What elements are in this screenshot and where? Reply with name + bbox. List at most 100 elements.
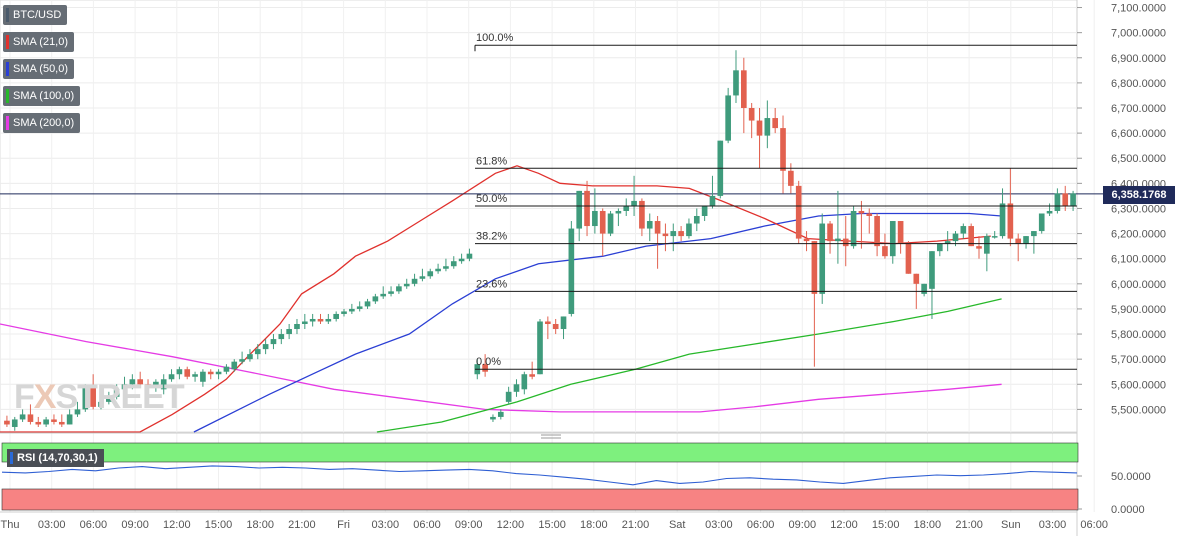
candle-body [960, 226, 967, 234]
candle-body [286, 329, 292, 335]
fib-level-label: 38.2% [476, 231, 507, 243]
candle-body [411, 278, 418, 284]
y-tick-label: 7,000.0000 [1111, 28, 1166, 40]
x-tick-label: 15:00 [872, 519, 900, 531]
rsi-oversold-zone [1, 488, 1079, 511]
fib-level-label: 61.8% [476, 155, 507, 167]
candle-body [639, 200, 645, 229]
candle-body [207, 371, 214, 375]
candle-body [780, 128, 786, 171]
legend-sma200-label: SMA (200,0) [13, 117, 75, 129]
y-tick-label: 6,200.0000 [1111, 229, 1166, 241]
candle-body [505, 391, 512, 402]
candle-body [654, 221, 661, 234]
candle-body [137, 379, 144, 385]
legend-sma200[interactable]: SMA (200,0) [3, 113, 81, 133]
x-tick-label: 15:00 [205, 519, 233, 531]
legend-sma50[interactable]: SMA (50,0) [3, 59, 75, 79]
y-tick-label: 6,800.0000 [1111, 78, 1166, 90]
candle-body [999, 203, 1006, 237]
candle-body [756, 120, 763, 136]
legend-sma21[interactable]: SMA (21,0) [3, 32, 75, 52]
candle-body [458, 258, 465, 262]
candlesticks [4, 50, 1076, 431]
candle-body [403, 283, 410, 287]
time-axis: Thu 03:00 06:00 09:00 12:00 15:00 18:00 21:00 Fr… [0, 511, 1108, 531]
candle-body [1007, 203, 1014, 239]
candle-body [1046, 210, 1053, 214]
y-tick-label: 5,900.0000 [1111, 304, 1166, 316]
rsi-legend[interactable]: RSI (14,70,30,1) [7, 449, 104, 467]
candle-body [1054, 193, 1061, 211]
rsi-line [1, 465, 1078, 486]
candle-body [223, 366, 230, 372]
candle-body [795, 185, 802, 239]
x-tick-label: 09:00 [789, 519, 817, 531]
candle-body [231, 361, 238, 370]
candle-body [835, 238, 841, 242]
candle-body [278, 334, 285, 340]
candle-body [701, 205, 708, 216]
candle-body [819, 223, 826, 294]
candle-body [27, 414, 34, 422]
candle-body [247, 354, 253, 360]
candle-body [90, 386, 96, 407]
y-tick-label: 6,100.0000 [1111, 254, 1166, 266]
candle-body [160, 379, 167, 390]
x-tick-label: 03:00 [38, 519, 66, 531]
candle-body [482, 364, 488, 372]
x-tick-label: 12:00 [163, 519, 191, 531]
candle-body [497, 411, 504, 417]
legend-sma100-label: SMA (100,0) [13, 90, 75, 102]
candle-body [215, 371, 222, 375]
candle-body [427, 271, 434, 277]
x-tick-label: 06:00 [1080, 519, 1108, 531]
candle-body [584, 190, 590, 227]
candle-body [4, 420, 10, 425]
candle-body [897, 221, 904, 244]
candle-body [356, 306, 363, 309]
rsi-tick-label: 50.0000 [1111, 471, 1151, 483]
sma100-swatch [6, 89, 9, 103]
candle-body [866, 213, 873, 216]
candle-body [262, 344, 269, 350]
legend-sma21-label: SMA (21,0) [13, 36, 69, 48]
candle-body [623, 205, 630, 211]
y-tick-label: 6,900.0000 [1111, 53, 1166, 65]
x-tick-label: 09:00 [455, 519, 483, 531]
candle-body [200, 371, 206, 382]
candle-body [678, 231, 684, 237]
candle-body [19, 414, 26, 420]
candle-body [309, 318, 316, 322]
candle-body [1038, 213, 1045, 232]
symbol-label[interactable]: BTC/USD [3, 5, 68, 25]
sma200-swatch [6, 116, 9, 130]
y-tick-label: 6,600.0000 [1111, 128, 1166, 140]
rsi-overbought-zone [1, 442, 1079, 463]
candle-body [301, 321, 308, 324]
candle-body [341, 311, 347, 314]
candle-body [889, 221, 896, 257]
candle-body [388, 291, 394, 294]
rsi-swatch [10, 452, 13, 464]
candle-body [98, 401, 104, 407]
candle-body [803, 238, 810, 242]
x-tick-label: 18:00 [914, 519, 942, 531]
x-tick-label: 06:00 [80, 519, 108, 531]
candle-body [552, 324, 559, 330]
candle-body [976, 246, 982, 249]
candle-body [490, 416, 496, 420]
legend-sma100[interactable]: SMA (100,0) [3, 86, 81, 106]
x-tick-label: 21:00 [622, 519, 650, 531]
x-tick-label: 06:00 [413, 519, 441, 531]
candle-body [254, 349, 261, 355]
candle-body [74, 409, 81, 415]
x-tick-label: 18:00 [246, 519, 274, 531]
candle-body [568, 228, 575, 314]
x-tick-label: Sun [1001, 519, 1021, 531]
x-tick-label: 03:00 [1039, 519, 1067, 531]
fib-level-label: 0.0% [476, 356, 501, 368]
candle-body [929, 251, 935, 289]
x-tick-label: 06:00 [747, 519, 775, 531]
candle-body [560, 316, 567, 330]
